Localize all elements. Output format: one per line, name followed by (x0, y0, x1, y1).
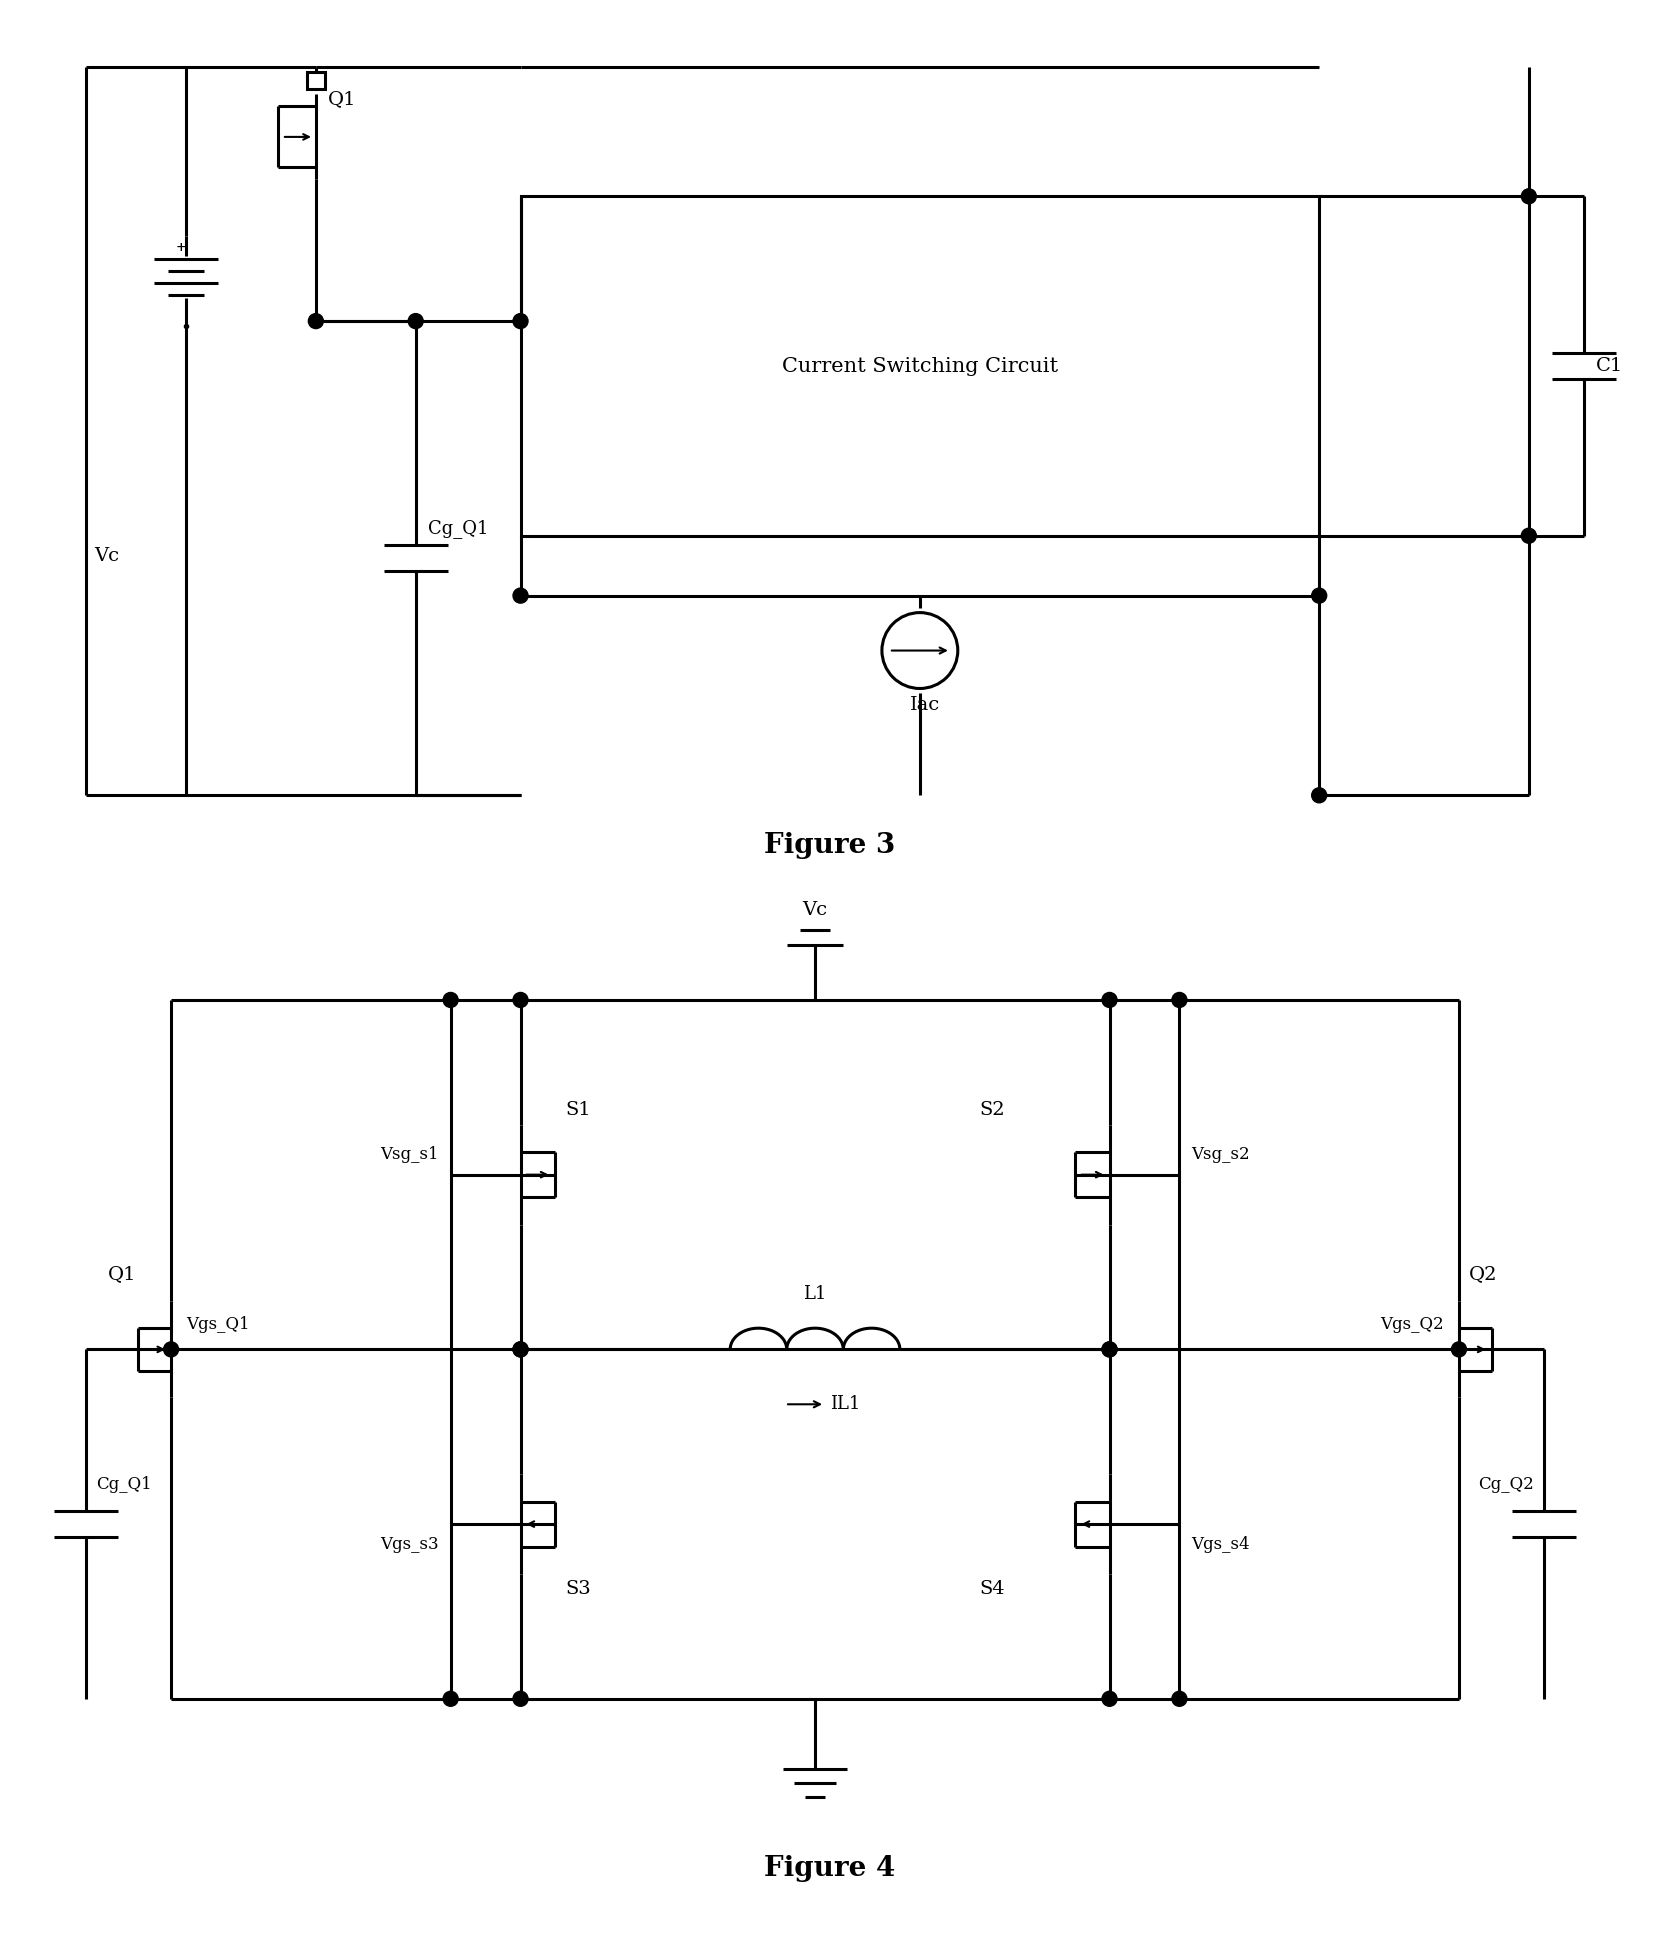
Text: L1: L1 (802, 1286, 827, 1304)
Text: S3: S3 (566, 1580, 591, 1597)
Circle shape (1102, 1341, 1117, 1357)
Circle shape (1102, 993, 1117, 1007)
Text: Vsg_s1: Vsg_s1 (379, 1146, 438, 1163)
Circle shape (1521, 190, 1536, 203)
Text: Cg_Q1: Cg_Q1 (428, 518, 488, 538)
Text: S4: S4 (978, 1580, 1005, 1597)
Text: IL1: IL1 (830, 1396, 860, 1413)
Bar (521, 196, 1318, 536)
Circle shape (443, 1691, 458, 1707)
Text: Figure 3: Figure 3 (764, 831, 895, 858)
Circle shape (1102, 1341, 1117, 1357)
Text: Vgs_s3: Vgs_s3 (379, 1535, 438, 1552)
Text: Cg_Q1: Cg_Q1 (97, 1476, 151, 1494)
Text: +: + (176, 240, 186, 254)
Circle shape (513, 588, 527, 604)
Text: Iac: Iac (909, 696, 940, 714)
Circle shape (308, 313, 323, 328)
Circle shape (408, 313, 423, 328)
Circle shape (1521, 528, 1536, 543)
Text: S1: S1 (566, 1101, 591, 1118)
Text: Figure 4: Figure 4 (764, 1855, 895, 1883)
Text: Vgs_Q1: Vgs_Q1 (186, 1316, 250, 1333)
Circle shape (1311, 788, 1326, 804)
Text: Cg_Q2: Cg_Q2 (1478, 1476, 1533, 1494)
Circle shape (1171, 993, 1186, 1007)
Circle shape (513, 1691, 527, 1707)
Text: Q2: Q2 (1468, 1265, 1496, 1284)
Circle shape (513, 1341, 527, 1357)
Text: Vc: Vc (802, 901, 827, 919)
Bar (451, 999, 1178, 1699)
Circle shape (513, 1341, 527, 1357)
Circle shape (1102, 1691, 1117, 1707)
Circle shape (513, 993, 527, 1007)
Text: Q1: Q1 (328, 90, 356, 108)
Text: Vgs_Q2: Vgs_Q2 (1379, 1316, 1443, 1333)
Text: Vc: Vc (95, 547, 120, 565)
Circle shape (1451, 1341, 1466, 1357)
Circle shape (443, 993, 458, 1007)
Text: Vgs_s4: Vgs_s4 (1191, 1535, 1250, 1552)
Text: S2: S2 (978, 1101, 1005, 1118)
Text: Current Switching Circuit: Current Switching Circuit (782, 356, 1057, 375)
Circle shape (163, 1341, 178, 1357)
Circle shape (1171, 1691, 1186, 1707)
Circle shape (1311, 588, 1326, 604)
Text: Q1: Q1 (108, 1265, 136, 1284)
Circle shape (882, 612, 957, 688)
Text: C1: C1 (1594, 358, 1622, 375)
Circle shape (513, 313, 527, 328)
Bar (306, 72, 324, 90)
Text: Vsg_s2: Vsg_s2 (1191, 1146, 1250, 1163)
